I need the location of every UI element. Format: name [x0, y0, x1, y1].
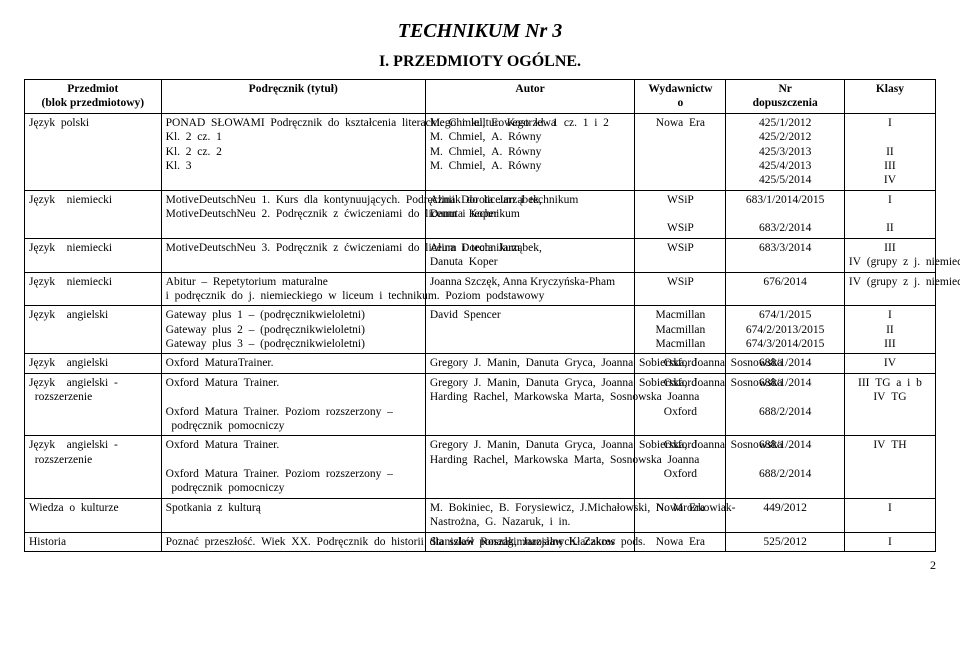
table-row: Język niemieckiMotiveDeutschNeu 3. Podrę… [25, 238, 936, 272]
cell-subject: Język niemiecki [25, 272, 162, 306]
cell-subject: Język angielski - rozszerzenie [25, 373, 162, 436]
cell-publisher: WSiPWSiP [635, 190, 726, 238]
cell-subject: Historia [25, 532, 162, 551]
cell-approval: 525/2012 [726, 532, 844, 551]
cell-author: Gregory J. Manin, Danuta Gryca, Joanna S… [425, 436, 635, 499]
cell-author: Gregory J. Manin, Danuta Gryca, Joanna S… [425, 354, 635, 373]
cell-classes: IV [844, 354, 935, 373]
table-row: Język angielski - rozszerzenieOxford Mat… [25, 373, 936, 436]
col-book: Podręcznik (tytuł) [161, 80, 425, 114]
cell-classes: IIIIII [844, 306, 935, 354]
cell-classes: I [844, 498, 935, 532]
cell-book: MotiveDeutschNeu 3. Podręcznik z ćwiczen… [161, 238, 425, 272]
col-subject: Przedmiot (blok przedmiotowy) [25, 80, 162, 114]
table-row: Wiedza o kulturzeSpotkania z kulturąM. B… [25, 498, 936, 532]
cell-book: Poznać przeszłość. Wiek XX. Podręcznik d… [161, 532, 425, 551]
textbooks-table: Przedmiot (blok przedmiotowy) Podręcznik… [24, 79, 936, 552]
table-row: HistoriaPoznać przeszłość. Wiek XX. Podr… [25, 532, 936, 551]
table-row: Język polskiPONAD SŁOWAMI Podręcznik do … [25, 113, 936, 190]
cell-publisher: MacmillanMacmillanMacmillan [635, 306, 726, 354]
cell-classes: III [844, 190, 935, 238]
table-row: Język niemieckiMotiveDeutschNeu 1. Kurs … [25, 190, 936, 238]
cell-subject: Język polski [25, 113, 162, 190]
cell-book: MotiveDeutschNeu 1. Kurs dla kontynuując… [161, 190, 425, 238]
cell-subject: Język niemiecki [25, 238, 162, 272]
cell-publisher: WSiP [635, 272, 726, 306]
cell-publisher: Nowa Era [635, 532, 726, 551]
cell-author: Stanisław Roszak, Jarosław Kłaczkow [425, 532, 635, 551]
col-author: Autor [425, 80, 635, 114]
cell-classes: IIIIV (grupy z j. niemieckim jako drugim… [844, 238, 935, 272]
cell-subject: Język niemiecki [25, 190, 162, 238]
cell-author: M. Bokiniec, B. Forysiewicz, J.Michałows… [425, 498, 635, 532]
cell-book: Abitur – Repetytorium maturalnei podręcz… [161, 272, 425, 306]
cell-book: Spotkania z kulturą [161, 498, 425, 532]
cell-subject: Wiedza o kulturze [25, 498, 162, 532]
cell-book: PONAD SŁOWAMI Podręcznik do kształcenia … [161, 113, 425, 190]
section-title: I. PRZEDMIOTY OGÓLNE. [24, 53, 936, 71]
cell-author: Alina Dorota Jarząbek,Danuta Koper [425, 238, 635, 272]
table-header-row: Przedmiot (blok przedmiotowy) Podręcznik… [25, 80, 936, 114]
col-publisher: Wydawnictw o [635, 80, 726, 114]
cell-author: Alina Dorota Jarząbek,Danuta Koper [425, 190, 635, 238]
cell-book: Oxford Matura Trainer.Oxford Matura Trai… [161, 436, 425, 499]
page-title: TECHNIKUM Nr 3 [24, 20, 936, 43]
table-body: Język polskiPONAD SŁOWAMI Podręcznik do … [25, 113, 936, 551]
cell-book: Gateway plus 1 – (podręcznikwieloletni)G… [161, 306, 425, 354]
cell-classes: III TG a i bIV TG [844, 373, 935, 436]
table-row: Język angielski - rozszerzenieOxford Mat… [25, 436, 936, 499]
cell-classes: IV TH [844, 436, 935, 499]
cell-book: Oxford MaturaTrainer. [161, 354, 425, 373]
col-classes: Klasy [844, 80, 935, 114]
cell-publisher: Nowa Era [635, 113, 726, 190]
cell-approval: 676/2014 [726, 272, 844, 306]
cell-classes: IIIIIIIV [844, 113, 935, 190]
cell-approval: 674/1/2015674/2/2013/2015674/3/2014/2015 [726, 306, 844, 354]
cell-subject: Język angielski - rozszerzenie [25, 436, 162, 499]
cell-author: Gregory J. Manin, Danuta Gryca, Joanna S… [425, 373, 635, 436]
cell-publisher: WSiP [635, 238, 726, 272]
cell-classes: I [844, 532, 935, 551]
table-row: Język niemieckiAbitur – Repetytorium mat… [25, 272, 936, 306]
cell-approval: 449/2012 [726, 498, 844, 532]
cell-approval: 683/1/2014/2015683/2/2014 [726, 190, 844, 238]
cell-book: Oxford Matura Trainer.Oxford Matura Trai… [161, 373, 425, 436]
page-number: 2 [24, 558, 936, 573]
table-row: Język angielskiOxford MaturaTrainer.Greg… [25, 354, 936, 373]
col-approval: Nr dopuszczenia [726, 80, 844, 114]
cell-approval: 683/3/2014 [726, 238, 844, 272]
cell-author: David Spencer [425, 306, 635, 354]
cell-classes: IV (grupy z j. niemieckim wiodącym) [844, 272, 935, 306]
cell-subject: Język angielski [25, 354, 162, 373]
table-row: Język angielskiGateway plus 1 – (podręcz… [25, 306, 936, 354]
cell-subject: Język angielski [25, 306, 162, 354]
cell-approval: 425/1/2012425/2/2012425/3/2013425/4/2013… [726, 113, 844, 190]
